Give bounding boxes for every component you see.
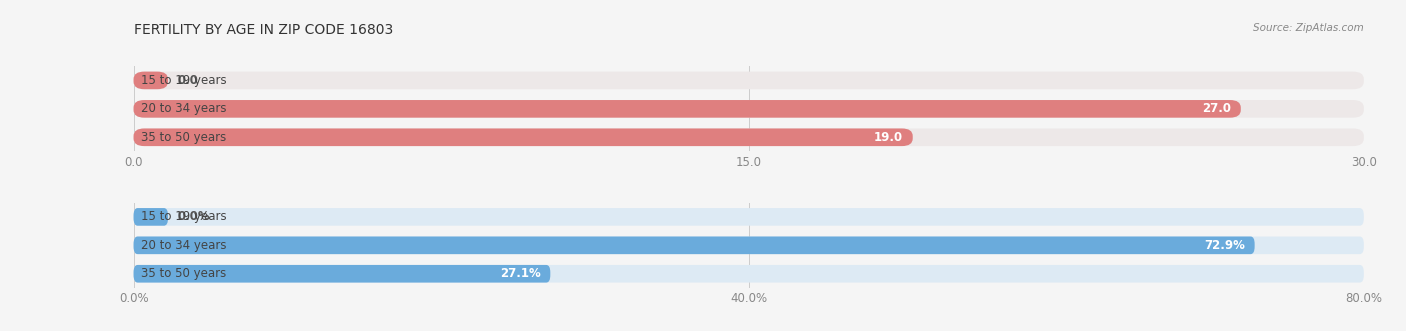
FancyBboxPatch shape bbox=[134, 71, 1364, 89]
Text: 35 to 50 years: 35 to 50 years bbox=[141, 267, 226, 280]
Text: 15 to 19 years: 15 to 19 years bbox=[141, 211, 226, 223]
Text: 0.0: 0.0 bbox=[177, 74, 198, 87]
FancyBboxPatch shape bbox=[134, 265, 1364, 283]
Text: 19.0: 19.0 bbox=[873, 131, 903, 144]
FancyBboxPatch shape bbox=[134, 208, 1364, 226]
FancyBboxPatch shape bbox=[134, 208, 169, 226]
Text: 27.1%: 27.1% bbox=[499, 267, 540, 280]
Text: 72.9%: 72.9% bbox=[1204, 239, 1244, 252]
Text: 20 to 34 years: 20 to 34 years bbox=[141, 239, 226, 252]
FancyBboxPatch shape bbox=[134, 128, 1364, 146]
FancyBboxPatch shape bbox=[134, 71, 169, 89]
FancyBboxPatch shape bbox=[134, 100, 1364, 118]
Text: 20 to 34 years: 20 to 34 years bbox=[141, 102, 226, 115]
FancyBboxPatch shape bbox=[134, 265, 550, 283]
Text: 27.0: 27.0 bbox=[1202, 102, 1232, 115]
Text: FERTILITY BY AGE IN ZIP CODE 16803: FERTILITY BY AGE IN ZIP CODE 16803 bbox=[134, 23, 392, 37]
Text: Source: ZipAtlas.com: Source: ZipAtlas.com bbox=[1253, 23, 1364, 33]
Text: 0.0%: 0.0% bbox=[177, 211, 211, 223]
Text: 15 to 19 years: 15 to 19 years bbox=[141, 74, 226, 87]
FancyBboxPatch shape bbox=[134, 128, 912, 146]
FancyBboxPatch shape bbox=[134, 100, 1240, 118]
FancyBboxPatch shape bbox=[134, 237, 1364, 254]
Text: 35 to 50 years: 35 to 50 years bbox=[141, 131, 226, 144]
FancyBboxPatch shape bbox=[134, 237, 1254, 254]
